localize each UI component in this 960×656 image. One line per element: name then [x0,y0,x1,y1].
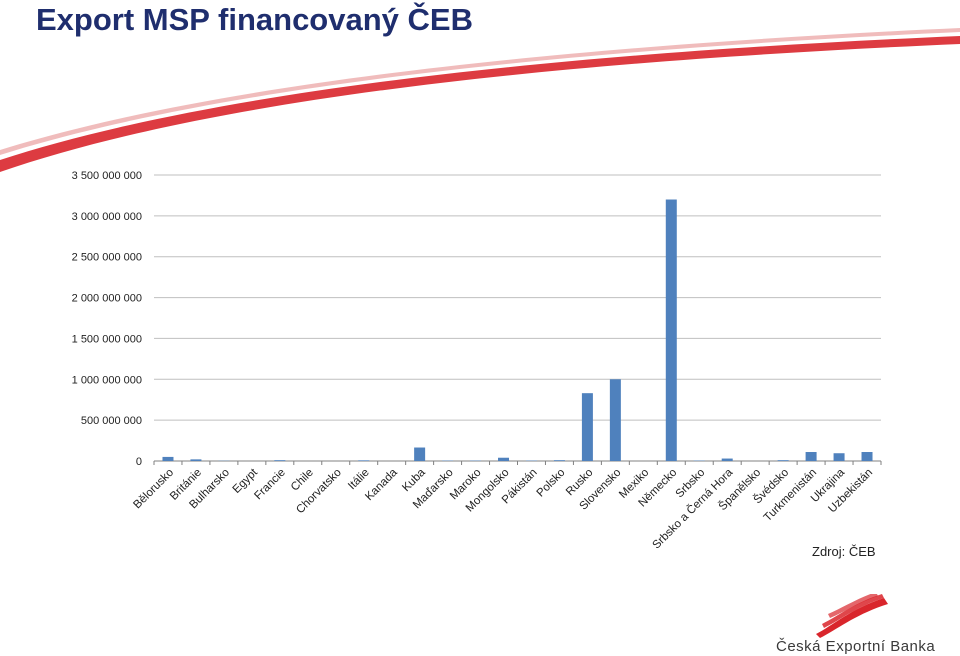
y-tick-label: 500 000 000 [81,415,142,427]
source-note: Zdroj: ČEB [812,544,876,559]
bar [833,453,845,461]
bar [414,447,426,461]
y-tick-label: 3 000 000 000 [72,211,142,223]
bar [665,199,677,461]
bars [162,199,873,461]
bar [721,458,733,461]
bar [274,460,286,461]
bar [777,460,789,461]
x-tick-label: Kanada [363,466,400,503]
grid-lines [153,174,882,465]
x-tick-label: Bělorusko [131,467,176,512]
y-tick-label: 3 500 000 000 [72,170,142,182]
x-tick-label: Itálie [346,467,372,493]
bar [162,456,174,461]
bar [498,457,510,461]
ceb-logo [816,594,888,638]
bar [581,393,593,461]
bar-chart: 0 500 000 000 1 000 000 000 1 500 000 000 2 … [72,170,882,552]
y-tick-label: 1 500 000 000 [72,333,142,345]
bar [609,379,621,461]
bar [553,460,565,461]
bar [358,460,370,461]
x-tick-label: Francie [252,467,288,503]
slide-title: Export MSP financovaný ČEB [36,2,473,37]
bar [805,452,817,461]
bar [190,459,202,461]
y-tick-label: 1 000 000 000 [72,374,142,386]
x-tick-label: Polsko [535,467,568,500]
bar [861,452,873,461]
y-tick-label: 0 [136,456,142,468]
y-axis-tick-labels: 0 500 000 000 1 000 000 000 1 500 000 000 2 … [72,170,142,468]
brand-name: Česká Exportní Banka [776,638,936,655]
y-tick-label: 2 000 000 000 [72,293,142,305]
y-tick-label: 2 500 000 000 [72,252,142,264]
